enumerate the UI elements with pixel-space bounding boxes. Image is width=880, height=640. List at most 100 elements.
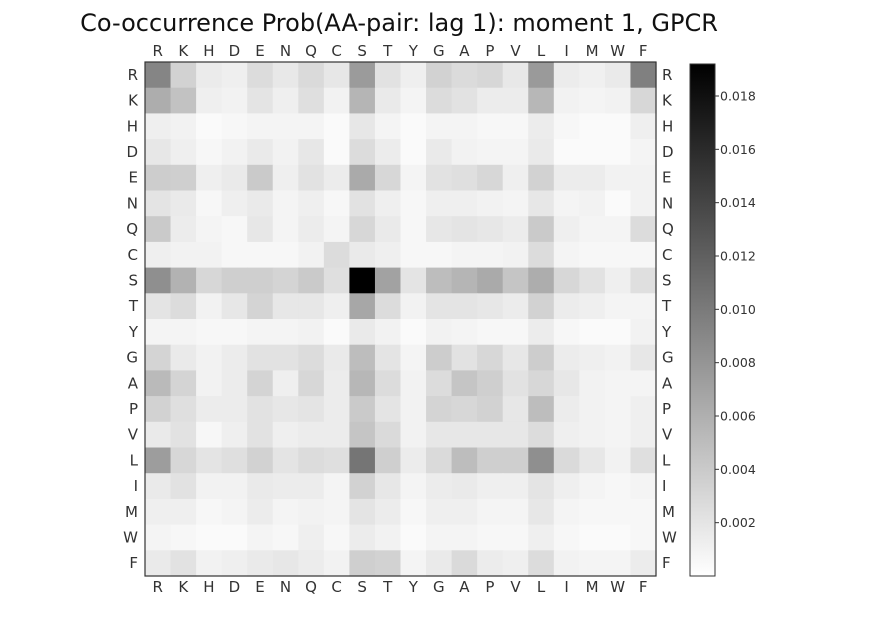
heatmap-cell-D-S [349,139,376,166]
heatmap-cell-S-H [196,267,223,294]
heatmap-cell-Y-V [502,319,529,346]
heatmap-cell-Y-T [374,319,402,346]
heatmap-cell-S-C [323,267,350,294]
heatmap-cell-Q-H [196,216,223,243]
heatmap-cell-L-F [630,447,657,474]
heatmap-cell-M-H [196,498,223,526]
heatmap-cell-Y-G [426,319,453,346]
heatmap-cell-M-N [272,498,299,526]
heatmap-cell-L-P [477,447,504,474]
heatmap-cell-S-T [374,267,402,294]
heatmap-cell-T-G [426,293,453,320]
x-tick-top-D: D [229,42,241,60]
heatmap-cell-R-V [502,62,529,89]
heatmap-cell-G-H [196,344,223,371]
heatmap-cell-V-D [221,421,248,449]
heatmap-cell-P-S [349,396,376,423]
heatmap-cell-C-M [579,241,606,269]
heatmap-cell-V-C [323,421,350,449]
heatmap-cell-Q-M [579,216,606,243]
heatmap-cell-T-D [221,293,248,320]
heatmap-cell-R-F [630,62,657,89]
heatmap-cell-F-W [604,550,632,577]
heatmap-cell-S-P [477,267,504,294]
heatmap-cell-M-W [604,498,632,526]
heatmap-cell-Q-A [451,216,478,243]
y-tick-left-R: R [128,66,138,84]
heatmap-cell-E-C [323,164,350,192]
heatmap-cell-F-H [196,550,223,577]
heatmap-cell-E-I [553,164,580,192]
y-tick-right-P: P [662,400,671,418]
y-tick-left-Y: Y [128,323,139,341]
heatmap-cell-K-F [630,87,657,114]
heatmap-cell-L-C [323,447,350,474]
heatmap-cell-E-K [170,164,197,192]
heatmap-cell-K-Y [400,87,427,114]
heatmap-cell-M-E [247,498,274,526]
heatmap-cell-G-F [630,344,657,371]
colorbar-tick-label: 0.018 [720,89,756,104]
heatmap-cell-P-C [323,396,350,423]
heatmap-cell-L-I [553,447,580,474]
heatmap-cell-K-L [528,87,555,114]
heatmap-cell-E-N [272,164,299,192]
chart-title: Co-occurrence Prob(AA-pair: lag 1): mome… [80,9,718,37]
heatmap-cell-G-P [477,344,504,371]
heatmap-cell-C-F [630,241,657,269]
y-tick-left-Q: Q [126,220,138,238]
heatmap-cell-K-G [426,87,453,114]
heatmap-cell-P-I [553,396,580,423]
heatmap-cell-C-Q [298,241,325,269]
heatmap-cell-A-G [426,370,453,397]
heatmap-cell-H-Q [298,113,325,140]
x-tick-top-S: S [357,42,367,60]
heatmap-cell-R-L [528,62,555,89]
y-tick-right-N: N [662,194,673,212]
heatmap-cell-T-S [349,293,376,320]
heatmap-cell-N-W [604,190,632,217]
heatmap-cell-S-S [349,267,376,294]
heatmap-cell-Y-M [579,319,606,346]
y-tick-right-H: H [662,117,673,135]
heatmap-cell-R-D [221,62,248,89]
heatmap-cell-S-F [630,267,657,294]
y-tick-left-S: S [128,271,138,289]
heatmap-cell-C-Y [400,241,427,269]
heatmap-cell-A-W [604,370,632,397]
heatmap-cell-V-R [145,421,172,449]
heatmap-cell-T-A [451,293,478,320]
heatmap-cell-K-K [170,87,197,114]
colorbar-tick-label: 0.004 [720,462,756,477]
heatmap-cell-G-R [145,344,172,371]
heatmap-cell-W-V [502,524,529,551]
heatmap-cell-P-V [502,396,529,423]
y-tick-right-S: S [662,271,672,289]
heatmap-cell-Y-E [247,319,274,346]
heatmap-cell-A-V [502,370,529,397]
x-tick-bottom-P: P [485,578,494,596]
heatmap-cell-D-P [477,139,504,166]
heatmap-cell-C-L [528,241,555,269]
heatmap-cell-T-Y [400,293,427,320]
colorbar-tick-label: 0.006 [720,409,756,424]
x-tick-top-P: P [485,42,494,60]
heatmap-cell-W-E [247,524,274,551]
heatmap-cell-Q-P [477,216,504,243]
heatmap-cell-W-N [272,524,299,551]
heatmap-cell-K-D [221,87,248,114]
heatmap-cell-N-S [349,190,376,217]
heatmap-cell-Y-Q [298,319,325,346]
heatmap-cell-F-C [323,550,350,577]
heatmap-cell-Q-Q [298,216,325,243]
heatmap-cell-D-Q [298,139,325,166]
heatmap-cell-A-N [272,370,299,397]
heatmap-cell-Y-D [221,319,248,346]
heatmap-cell-V-Q [298,421,325,449]
heatmap-cell-Q-Y [400,216,427,243]
heatmap-cell-T-N [272,293,299,320]
heatmap-cell-R-S [349,62,376,89]
heatmap-cell-Q-V [502,216,529,243]
heatmap-cell-I-H [196,473,223,500]
heatmap-cell-Y-F [630,319,657,346]
